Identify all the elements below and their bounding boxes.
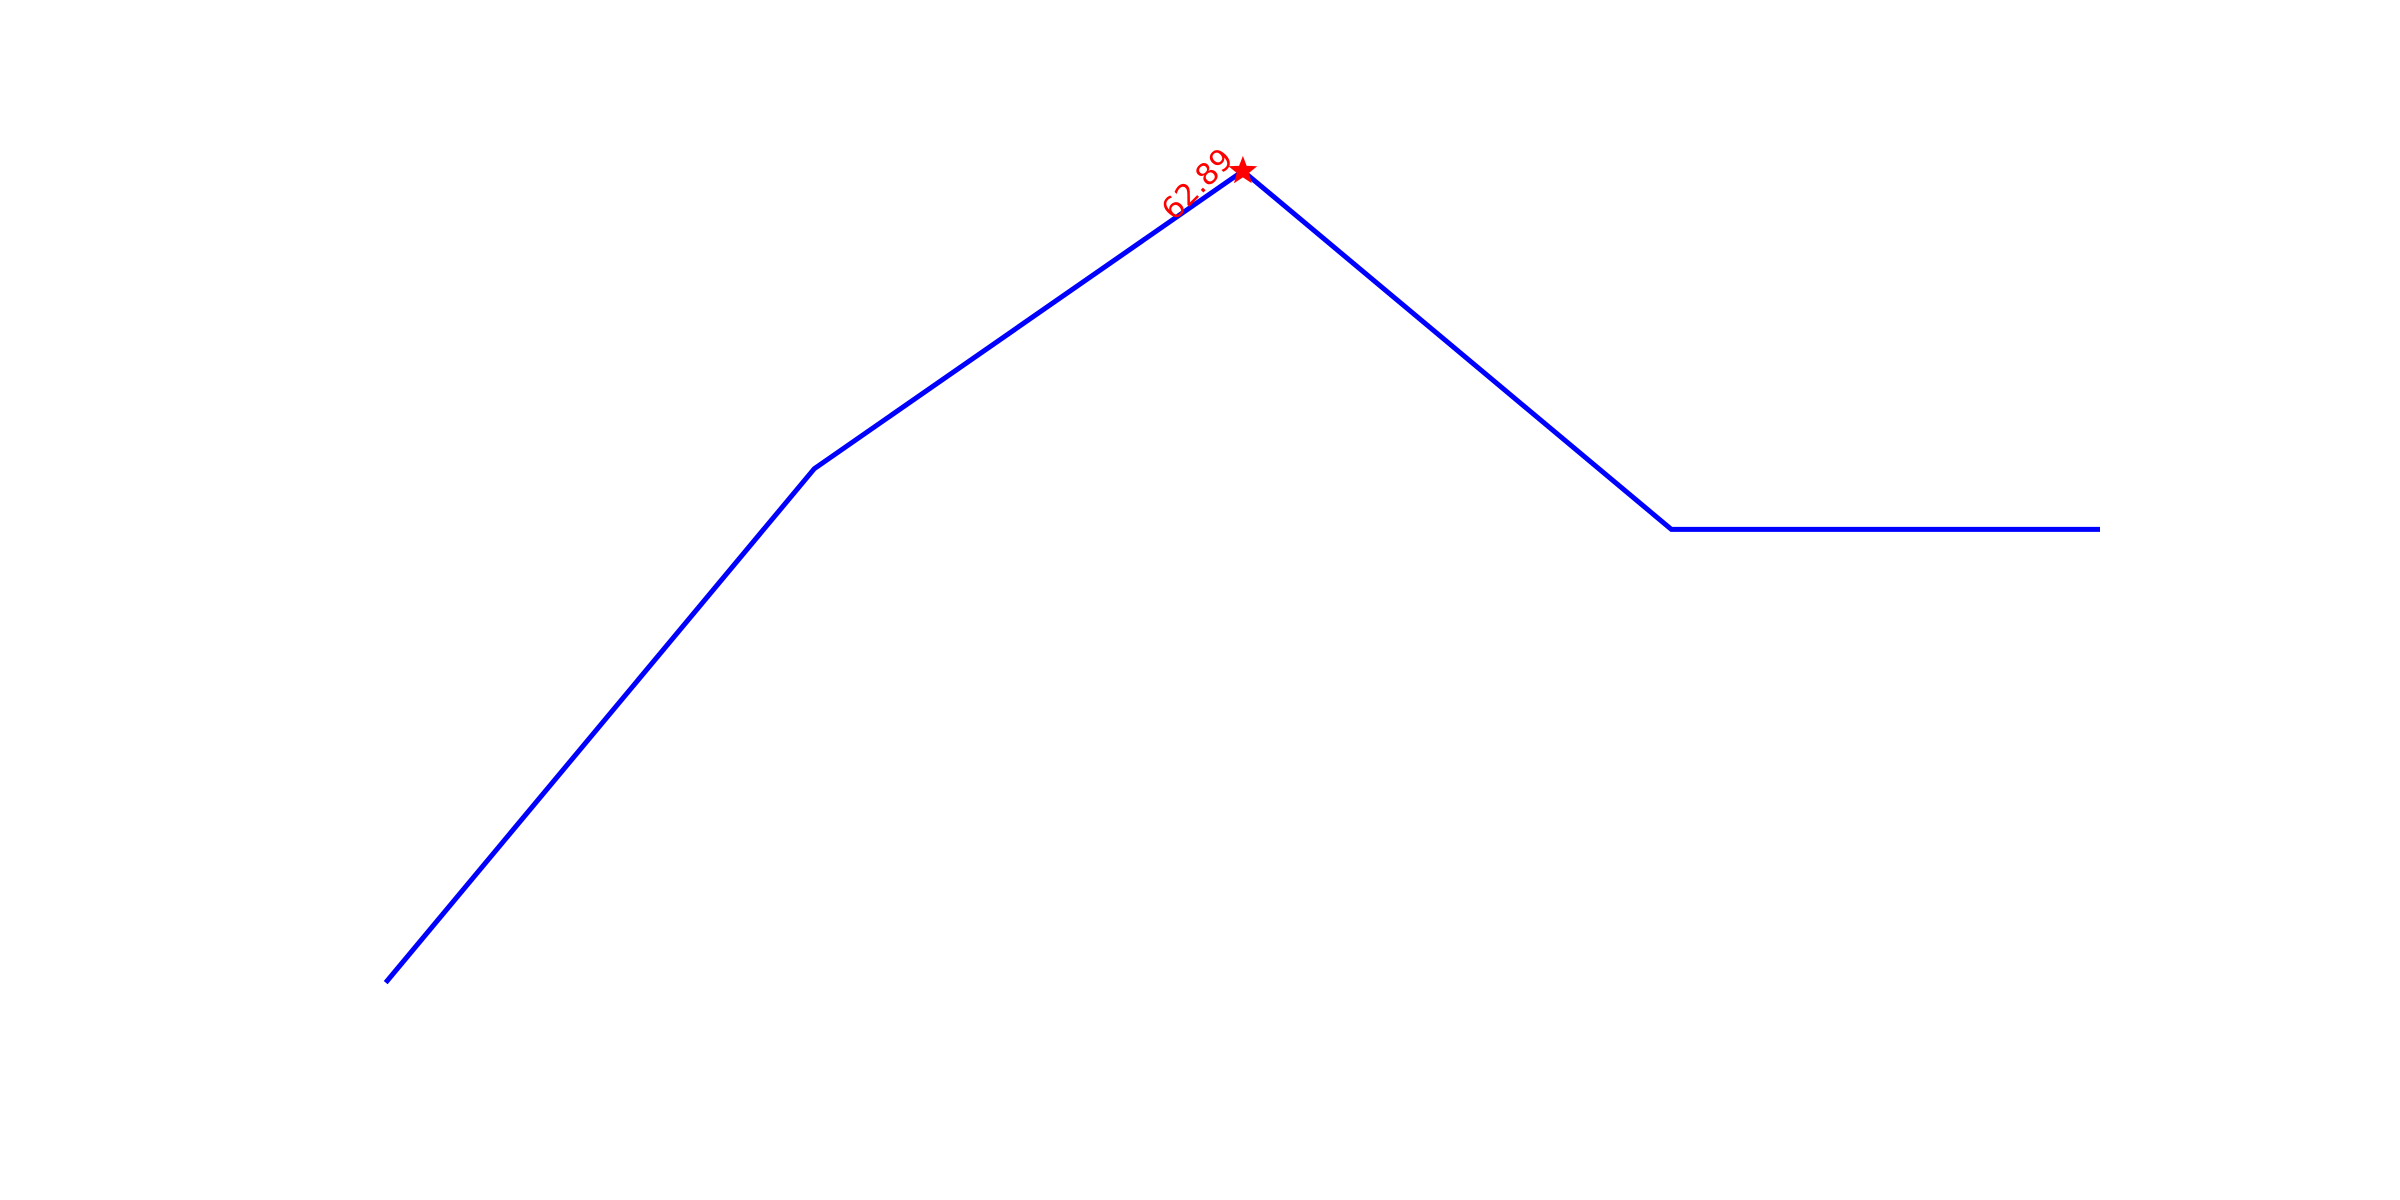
peak-star-marker [1228, 155, 1258, 184]
series-layer [383, 167, 2100, 985]
annotation-layer: 62.89 [1155, 142, 1258, 227]
series-line-0 [383, 167, 2100, 985]
peak-value-label: 62.89 [1155, 142, 1240, 227]
